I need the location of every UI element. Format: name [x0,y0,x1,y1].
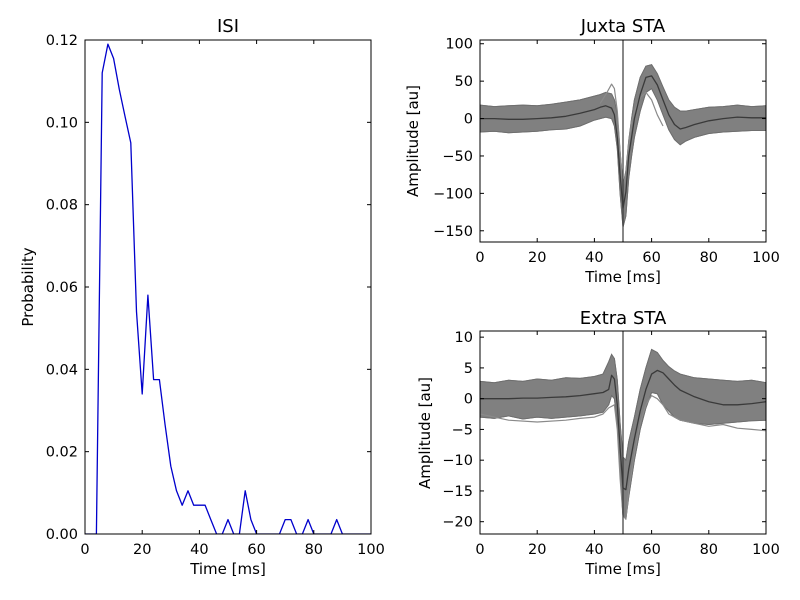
juxta-xtick-label: 0 [475,250,484,266]
isi-ticks: 0 20 40 60 80 100 0.00 0.02 0.04 0.06 0.08 0.10 0.12 [46,33,385,558]
juxta-xtick-label: 60 [642,250,660,266]
extra-band-upper-edge [480,348,766,462]
extra-ytick-label: 0 [464,392,473,408]
isi-xtick-label: 60 [247,542,265,558]
juxta-ytick-label: −150 [433,224,473,240]
isi-ytick-label: 0.04 [46,362,78,378]
extra-sta-y-axis-label: Amplitude [au] [416,377,434,489]
juxta-sta-panel: Juxta STA 0 20 40 60 80 100−150−100−50050100 … [404,16,780,286]
isi-x-axis-label: Time [ms] [189,560,266,578]
juxta-xtick-label: 20 [528,250,546,266]
extra-ytick-label: −5 [452,422,473,438]
juxta-xtick-label: 80 [700,250,718,266]
isi-xtick-label: 100 [357,542,385,558]
juxta-ytick-label: 0 [464,112,473,128]
isi-ytick-label: 0.10 [46,115,78,131]
extra-mean-trace [480,369,766,491]
isi-xtick-label: 40 [190,542,208,558]
juxta-sta-ticks: 0 20 40 60 80 100 −150 −100 −50 0 50 100 [433,37,780,266]
extra-xtick-label: 0 [475,542,484,558]
extra-xtick-label: 100 [752,542,780,558]
extra-sta-plot-area [480,331,766,534]
juxta-mean-trace [480,75,766,209]
isi-clipped-marks [85,43,371,534]
isi-panel: ISI 0 20 40 60 80 100 0.00 0.02 0.04 0.06 0.08 0.10… [19,16,385,578]
extra-xtick-label: 60 [642,542,660,558]
juxta-xtick-label: 40 [585,250,603,266]
extra-ytick-label: 5 [464,361,473,377]
isi-y-axis-label: Probability [19,247,37,326]
extra-ytick-label: 10 [455,330,473,346]
isi-ytick-label: 0.02 [46,445,78,461]
isi-ytick-label: 0.12 [46,33,78,49]
juxta-sta-plot-area [480,40,766,242]
isi-axes-frame [84,39,372,535]
extra-ytick-label: −10 [442,453,473,469]
extra-xtick-label: 40 [585,542,603,558]
isi-series-line-0 [85,43,371,534]
juxta-outlier-trace [599,83,664,187]
juxta-ytick-label: 50 [455,74,473,90]
isi-ytick-label: 0.00 [46,527,78,543]
isi-ytick-label: 0.06 [46,280,78,296]
juxta-ytick-label: 100 [445,37,473,53]
isi-xtick-label: 80 [305,542,323,558]
isi-title: ISI [217,16,239,37]
extra-outlier-trace [480,395,766,520]
isi-xtick-label: 0 [80,542,89,558]
extra-ytick-label: −20 [442,515,473,531]
extra-xtick-label: 80 [700,542,718,558]
juxta-sta-title: Juxta STA [580,16,666,37]
juxta-ytick-label: −100 [433,186,473,202]
isi-xtick-label: 20 [133,542,151,558]
extra-sta-axes-frame [479,330,767,535]
isi-ytick-label: 0.08 [46,198,78,214]
extra-clipped-marks [480,331,766,534]
extra-xtick-label: 20 [528,542,546,558]
extra-sta-panel: Extra STA 0 20 40 60 80 100 −20 −15 −10 −5 0 5 10 Ti… [416,308,780,578]
juxta-sta-axes-frame [479,39,767,243]
isi-plot-area [85,43,371,534]
extra-sta-title: Extra STA [580,308,667,329]
extra-sta-ticks: 0 20 40 60 80 100 −20 −15 −10 −5 0 5 10 [442,330,779,558]
extra-ytick-label: −15 [442,484,473,500]
juxta-band-lower-edge [480,87,766,228]
juxta-sta-x-axis-label: Time [ms] [584,268,661,286]
extra-sta-x-axis-label: Time [ms] [584,560,661,578]
juxta-xtick-label: 100 [752,250,780,266]
juxta-clipped-marks [480,40,766,242]
juxta-sta-y-axis-label: Amplitude [au] [404,85,422,197]
juxta-ytick-label: −50 [442,149,473,165]
